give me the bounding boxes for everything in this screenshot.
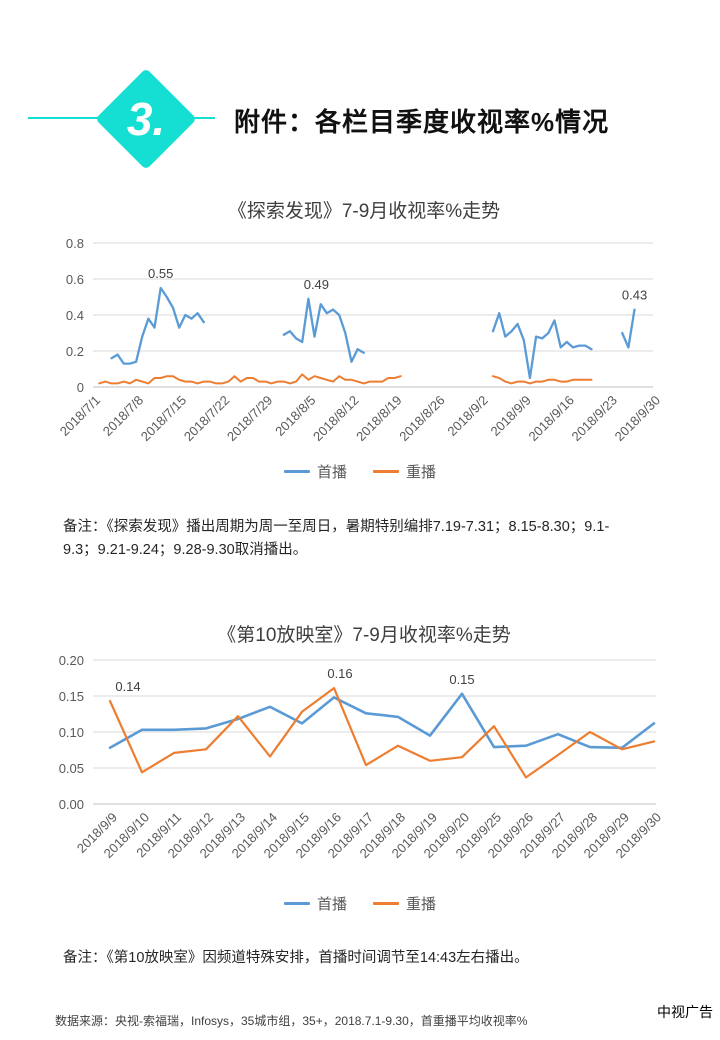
page-title: 附件：各栏目季度收视率%情况 [234,107,610,137]
x-tick-label: 2018/8/12 [310,393,362,445]
rerun-line-swatch [373,902,399,905]
y-tick-label: 0.6 [66,272,84,287]
brand-text: 中视广告 [657,1004,713,1020]
x-tick-label: 2018/7/15 [138,393,190,445]
x-tick-label: 2018/9/23 [569,393,621,445]
x-tick-label: 2018/7/22 [181,393,233,445]
series-line-0 [108,692,656,750]
series-line-1 [492,375,593,385]
header-rule-left [28,117,102,119]
y-tick-label: 0.20 [59,653,84,668]
y-tick-label: 0.05 [59,761,84,776]
series-line-1 [98,373,402,385]
y-tick-label: 0.00 [59,797,84,812]
data-label: 0.14 [115,679,140,694]
chart1-note-line2: 9.3；9.21-9.24；9.28-9.30取消播出。 [63,542,308,558]
section-number: 3. [126,93,166,145]
x-tick-label: 2018/8/19 [353,393,405,445]
data-label: 0.55 [148,266,173,281]
legend-item-first-run: 首播 [283,461,347,482]
data-label: 0.49 [304,277,329,292]
chart2-plot: 0.200.150.100.050.002018/9/92018/9/10201… [59,653,664,861]
rerun-line-swatch [373,470,399,473]
legend-item-rerun: 重播 [373,893,436,914]
first-run-line-swatch [283,470,310,473]
chart2-legend: 首播 重播 [0,893,720,914]
legend-label-rerun: 重播 [406,896,437,913]
chart1-title: 《探索发现》7-9月收视率%走势 [227,201,501,222]
x-tick-label: 2018/9/16 [525,393,577,445]
data-label: 0.43 [622,288,647,303]
first-run-line-swatch [283,902,310,905]
chart1-legend: 首播 重播 [0,461,720,482]
x-tick-label: 2018/9/2 [444,393,490,439]
x-tick-label: 2018/9/30 [612,393,664,445]
series-line-0 [110,286,205,365]
series-line-0 [282,297,365,363]
chart1-note: 备注：《探索发现》播出周期为周一至周日，暑期特别编排7.19-7.31；8.15… [63,516,671,562]
chart2-note: 备注：《第10放映室》因频道特殊安排，首播时间调节至14:43左右播出。 [63,950,529,966]
legend-item-rerun: 重播 [373,461,436,482]
y-tick-label: 0.4 [66,308,84,323]
legend-label-rerun: 重播 [406,464,437,481]
data-label: 0.15 [449,672,474,687]
chart2-title: 《第10放映室》7-9月收视率%走势 [217,625,511,646]
legend-label-first-run: 首播 [316,464,347,481]
x-tick-label: 2018/7/1 [57,393,103,439]
y-tick-label: 0 [77,380,84,395]
y-tick-label: 0.10 [59,725,84,740]
series-line-0 [621,308,636,349]
legend-label-first-run: 首播 [316,896,347,913]
section-number-diamond: 3. [95,68,197,170]
chart1-plot: 0.80.60.40.202018/7/12018/7/82018/7/1520… [57,236,664,445]
y-tick-label: 0.2 [66,344,84,359]
series-line-1 [108,686,656,779]
chart1-note-line1: 备注：《探索发现》播出周期为周一至周日，暑期特别编排7.19-7.31；8.15… [63,519,610,535]
legend-item-first-run: 首播 [283,893,347,914]
x-tick-label: 2018/7/29 [224,393,276,445]
y-tick-label: 0.8 [66,236,84,251]
header-rule-right [189,117,215,119]
data-label: 0.16 [327,666,352,681]
data-source-text: 数据来源：央视-索福瑞，Infosys，35城市组，35+，2018.7.1-9… [55,1014,528,1028]
y-tick-label: 0.15 [59,689,84,704]
series-line-0 [491,312,593,380]
x-tick-label: 2018/8/26 [396,393,448,445]
